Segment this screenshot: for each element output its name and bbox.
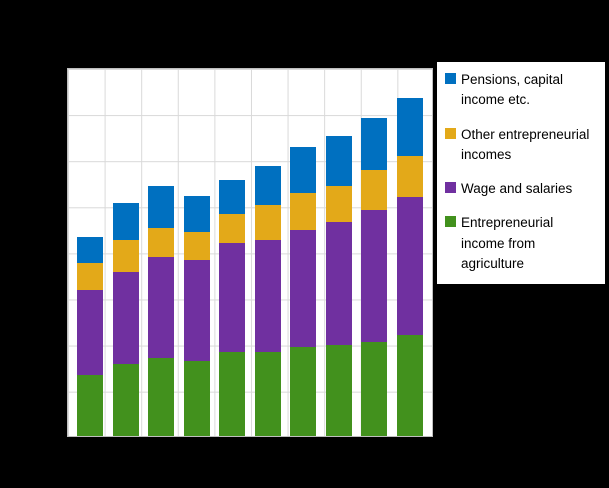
bar-segment [148,257,175,358]
bar-segment [254,351,281,436]
bar-segment [396,155,423,198]
legend-label: Pensions, capital income etc. [461,72,564,108]
legend-item: Other entrepreneurial incomes [445,125,599,166]
bar-segment [183,196,210,232]
bar-segment [290,193,317,231]
legend-marker-icon [445,73,456,84]
bar [396,69,423,436]
bar [254,69,281,436]
bar-segment [325,222,352,345]
bar-segment [361,210,388,342]
legend-label: Other entrepreneurial incomes [461,126,590,162]
plot-area [67,68,433,437]
bar-segment [219,213,246,244]
bar-segment [361,170,388,211]
bar-segment [148,228,175,258]
bars-container [68,69,432,436]
bar-segment [361,117,388,171]
bar-segment [219,243,246,352]
bar [112,69,139,436]
bar-segment [77,374,104,436]
legend-marker-icon [445,182,456,193]
legend-item: Entrepreneurial income from agriculture [445,213,599,274]
bar-segment [183,361,210,436]
bar-segment [112,271,139,365]
bar-segment [290,347,317,436]
bar-segment [361,341,388,436]
legend: Pensions, capital income etc. Other entre… [437,62,605,284]
bar [77,69,104,436]
bar-segment [77,263,104,291]
bar [361,69,388,436]
bar-segment [77,237,104,264]
bar-segment [254,205,281,241]
bar-segment [396,197,423,335]
legend-item: Wage and salaries [445,179,599,199]
bar-segment [148,357,175,436]
bar-segment [112,364,139,436]
legend-item: Pensions, capital income etc. [445,70,599,111]
bar-segment [290,230,317,348]
bar-segment [325,185,352,223]
bar-segment [325,344,352,436]
legend-marker-icon [445,127,456,139]
legend-label: Entrepreneurial income from agriculture [461,215,554,271]
bar-segment [183,259,210,362]
bar-segment [219,179,246,214]
bar-segment [112,203,139,241]
bar [290,69,317,436]
bar [183,69,210,436]
bar-segment [325,136,352,186]
bar-segment [183,231,210,260]
legend-label: Wage and salaries [461,181,573,196]
bar [148,69,175,436]
bar-segment [112,240,139,272]
bar [325,69,352,436]
bar-segment [290,146,317,194]
bar-segment [77,290,104,375]
bar-segment [396,334,423,436]
bar [219,69,246,436]
legend-marker-icon [445,216,456,228]
bar-segment [254,166,281,206]
bar-segment [396,97,423,156]
bar-segment [148,186,175,229]
bar-segment [219,351,246,436]
bar-segment [254,240,281,352]
